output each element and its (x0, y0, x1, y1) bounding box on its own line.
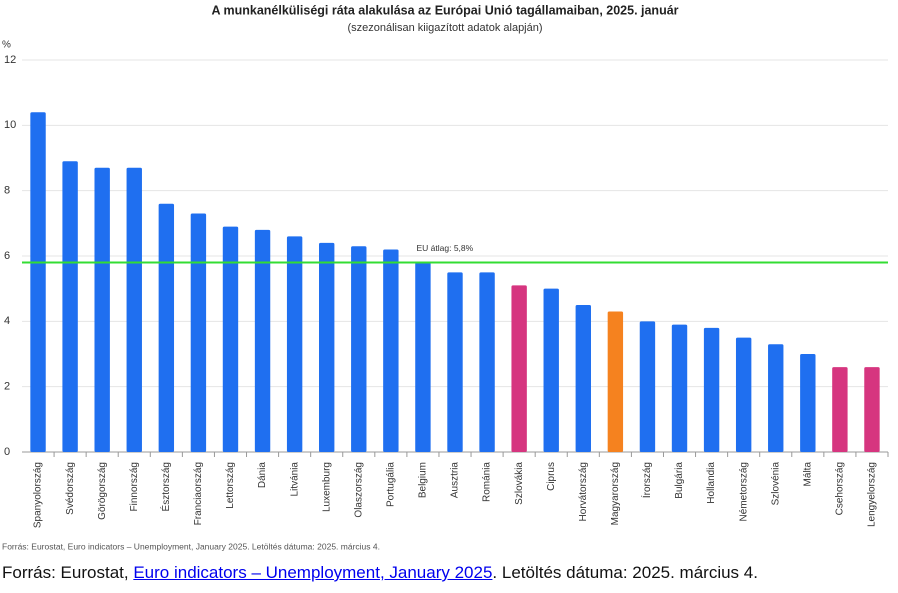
y-tick-label: 12 (4, 54, 16, 66)
x-tick-label: Észtország (159, 462, 172, 511)
bar (286, 236, 303, 452)
y-tick-label: 10 (4, 119, 16, 131)
bar (158, 203, 175, 452)
bar (800, 354, 816, 452)
y-tick-label: 4 (4, 315, 10, 327)
x-tick-label: Románia (482, 462, 493, 502)
bar (768, 344, 784, 452)
x-tick-label: Franciaország (193, 462, 204, 525)
bar (607, 311, 624, 452)
x-tick-label: Spanyolország (33, 462, 44, 528)
bar (30, 112, 46, 453)
bar (639, 321, 656, 452)
bar (735, 337, 752, 452)
x-tick-label: Lengyelország (867, 462, 878, 527)
x-tick-label: Szlovénia (770, 462, 781, 506)
x-tick-label: Horvátország (578, 462, 589, 521)
source-note: Forrás: Eurostat, Euro indicators – Unem… (2, 541, 380, 551)
chart-title: A munkanélküliségi ráta alakulása az Eur… (211, 3, 678, 17)
x-tick-label: Svédország (65, 462, 76, 515)
x-tick-label: Belgium (418, 462, 429, 498)
x-tick-label: Lettország (225, 462, 236, 509)
x-tick-label: Bulgária (674, 462, 685, 499)
x-tick-label: Luxemburg (321, 462, 332, 512)
caption-text: . Letöltés dátuma: 2025. március 4. (492, 563, 758, 582)
bar (415, 262, 431, 452)
y-axis-label: % (2, 40, 11, 51)
y-tick-label: 0 (4, 446, 10, 458)
caption-link[interactable]: Euro indicators – Unemployment, January … (133, 563, 493, 582)
bar (94, 167, 110, 453)
x-tick-label: Németország (738, 462, 749, 521)
bar (479, 272, 495, 452)
bar (190, 213, 207, 452)
chart-subtitle: (szezonálisan kiigazított adatok alapján… (347, 22, 542, 34)
x-tick-label: Finnország (129, 462, 140, 511)
y-tick-label: 6 (4, 250, 10, 262)
x-tick-label: Írország (640, 462, 653, 498)
x-tick-label: Görögország (97, 462, 108, 520)
bar (703, 327, 720, 452)
bar (511, 285, 527, 452)
x-tick-label: Dánia (257, 462, 268, 489)
bar (383, 249, 399, 452)
caption: Forrás: Eurostat, Euro indicators – Unem… (2, 563, 758, 583)
x-tick-label: Hollandia (706, 462, 717, 504)
x-tick-label: Olaszország (353, 462, 364, 518)
x-tick-label: Litvánia (289, 462, 300, 497)
bar (447, 272, 463, 452)
y-tick-label: 8 (4, 185, 10, 197)
bar (864, 367, 880, 452)
chart: A munkanélküliségi ráta alakulása az Eur… (2, 3, 889, 551)
bar (62, 161, 78, 452)
bar (126, 167, 142, 453)
x-tick-label: Ciprus (546, 462, 557, 491)
bar (543, 288, 559, 452)
x-tick-label: Csehország (835, 462, 846, 515)
bar (222, 226, 239, 452)
y-tick-label: 2 (4, 381, 10, 393)
bar (575, 305, 591, 452)
reference-label: EU átlag: 5,8% (417, 243, 474, 253)
bar (319, 242, 335, 452)
bar (254, 229, 271, 452)
bar (832, 367, 848, 452)
bar (671, 324, 688, 452)
x-tick-label: Portugália (385, 462, 396, 507)
x-tick-label: Ausztria (450, 462, 461, 499)
x-tick-label: Magyarország (610, 462, 621, 525)
bar (351, 246, 367, 452)
x-tick-label: Szlovákia (514, 462, 525, 505)
x-tick-label: Málta (802, 462, 813, 487)
caption-text: Forrás: Eurostat, (2, 563, 134, 582)
